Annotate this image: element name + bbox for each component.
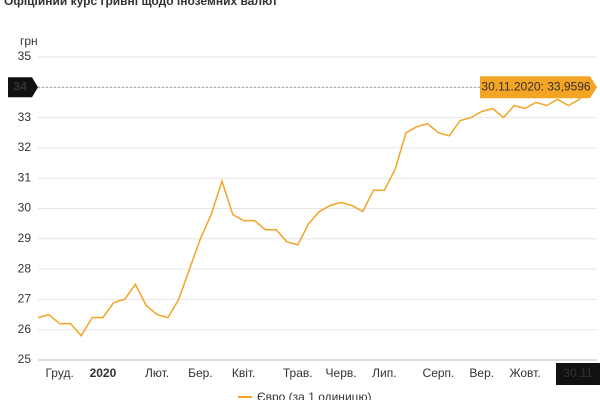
crosshair-box: [8, 77, 38, 98]
y-tick-label: 31: [18, 170, 32, 184]
x-tick-label: Груд.: [45, 366, 73, 380]
x-tick-label: Бер.: [188, 366, 213, 380]
y-tick-label: 30: [18, 201, 32, 215]
x-tick-label: Черв.: [326, 366, 357, 380]
crosshair-label: 34: [13, 79, 27, 93]
chart-title: Офіційний курс гривні щодо іноземних вал…: [4, 0, 278, 8]
x-highlight-box: [556, 363, 600, 385]
x-tick-label: Лют.: [145, 366, 169, 380]
x-tick-label: Трав.: [283, 366, 313, 380]
x-tick-label: Лип.: [372, 366, 396, 380]
tooltip-text: 30.11.2020: 33,9596: [481, 79, 591, 93]
line: [37, 87, 591, 338]
legend-label: Євро (за 1 одиницю): [257, 390, 372, 400]
x-tick-label: Вер.: [469, 366, 494, 380]
y-tick-label: 28: [18, 261, 32, 275]
x-tick-label: 30.11: [563, 366, 592, 380]
x-tick-label: 2020: [90, 366, 117, 380]
x-tick-label: Серп.: [423, 366, 455, 380]
x-tick-label: Жовт.: [509, 366, 540, 380]
x-tick-label: Квіт.: [232, 366, 256, 380]
y-tick-label: 26: [18, 322, 32, 336]
y-tick-label: 35: [18, 49, 32, 63]
y-tick-label: 33: [18, 110, 32, 124]
y-tick-label: 29: [18, 231, 32, 245]
y-tick-label: 25: [18, 352, 32, 366]
y-tick-label: 32: [18, 140, 32, 154]
y-tick-label: 27: [18, 292, 32, 306]
y-axis-label: грн: [20, 34, 38, 48]
tooltip-box: [480, 76, 597, 99]
